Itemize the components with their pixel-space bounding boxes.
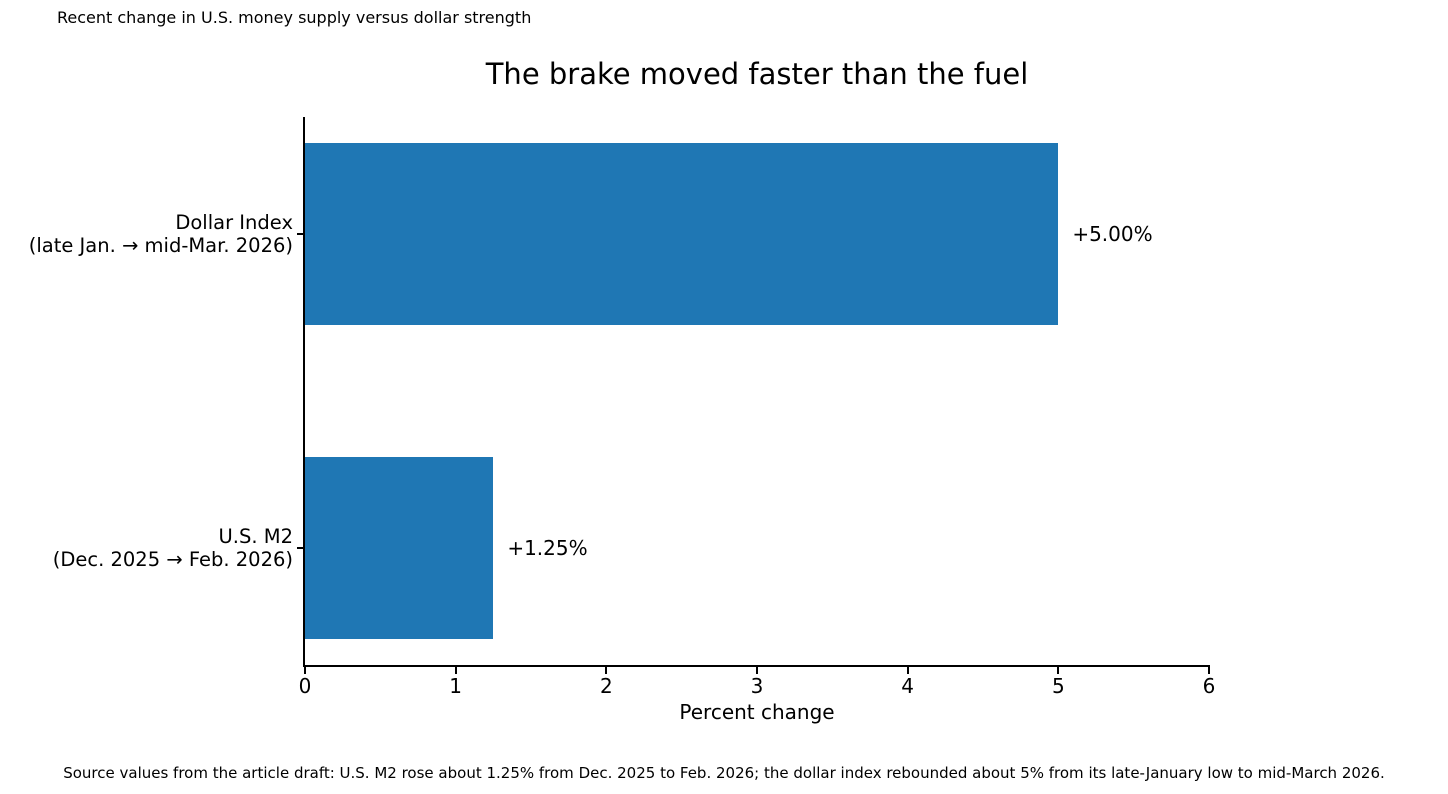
bar [305, 457, 494, 639]
bar-value-label: +5.00% [1072, 222, 1153, 246]
y-tick-mark [297, 233, 304, 235]
y-tick-label-line: (Dec. 2025 → Feb. 2026) [52, 548, 293, 571]
x-tick-label: 0 [298, 674, 312, 698]
x-tick-label: 5 [1051, 674, 1065, 698]
x-tick-label: 6 [1202, 674, 1216, 698]
y-tick-label-line: Dollar Index [175, 211, 293, 234]
x-tick-mark [906, 667, 909, 674]
x-tick-mark [454, 667, 457, 674]
x-tick-label: 4 [901, 674, 915, 698]
x-tick-mark [1057, 667, 1060, 674]
x-axis-line [303, 665, 1210, 667]
x-tick-label: 1 [449, 674, 463, 698]
x-tick-mark [756, 667, 758, 674]
x-tick-mark [304, 667, 306, 674]
y-tick-label-line: (late Jan. → mid-Mar. 2026) [28, 234, 293, 257]
chart-title: The brake moved faster than the fuel [485, 57, 1029, 91]
y-tick-mark [297, 547, 304, 549]
x-axis-label: Percent change [679, 700, 835, 724]
bar [305, 143, 1059, 325]
source-note: Source values from the article draft: U.… [63, 764, 1385, 782]
bar-value-label: +1.25% [507, 536, 588, 560]
x-tick-mark [605, 667, 608, 674]
y-tick-label-line: U.S. M2 [218, 525, 293, 548]
x-tick-label: 2 [599, 674, 613, 698]
x-tick-mark [1208, 667, 1210, 674]
y-tick-label: U.S. M2 (Dec. 2025 → Feb. 2026) [0, 525, 293, 571]
y-axis-line [303, 117, 305, 666]
figure-annotation: Recent change in U.S. money supply versu… [57, 8, 532, 27]
x-tick-label: 3 [750, 674, 764, 698]
y-tick-label: Dollar Index (late Jan. → mid-Mar. 2026) [0, 211, 293, 257]
